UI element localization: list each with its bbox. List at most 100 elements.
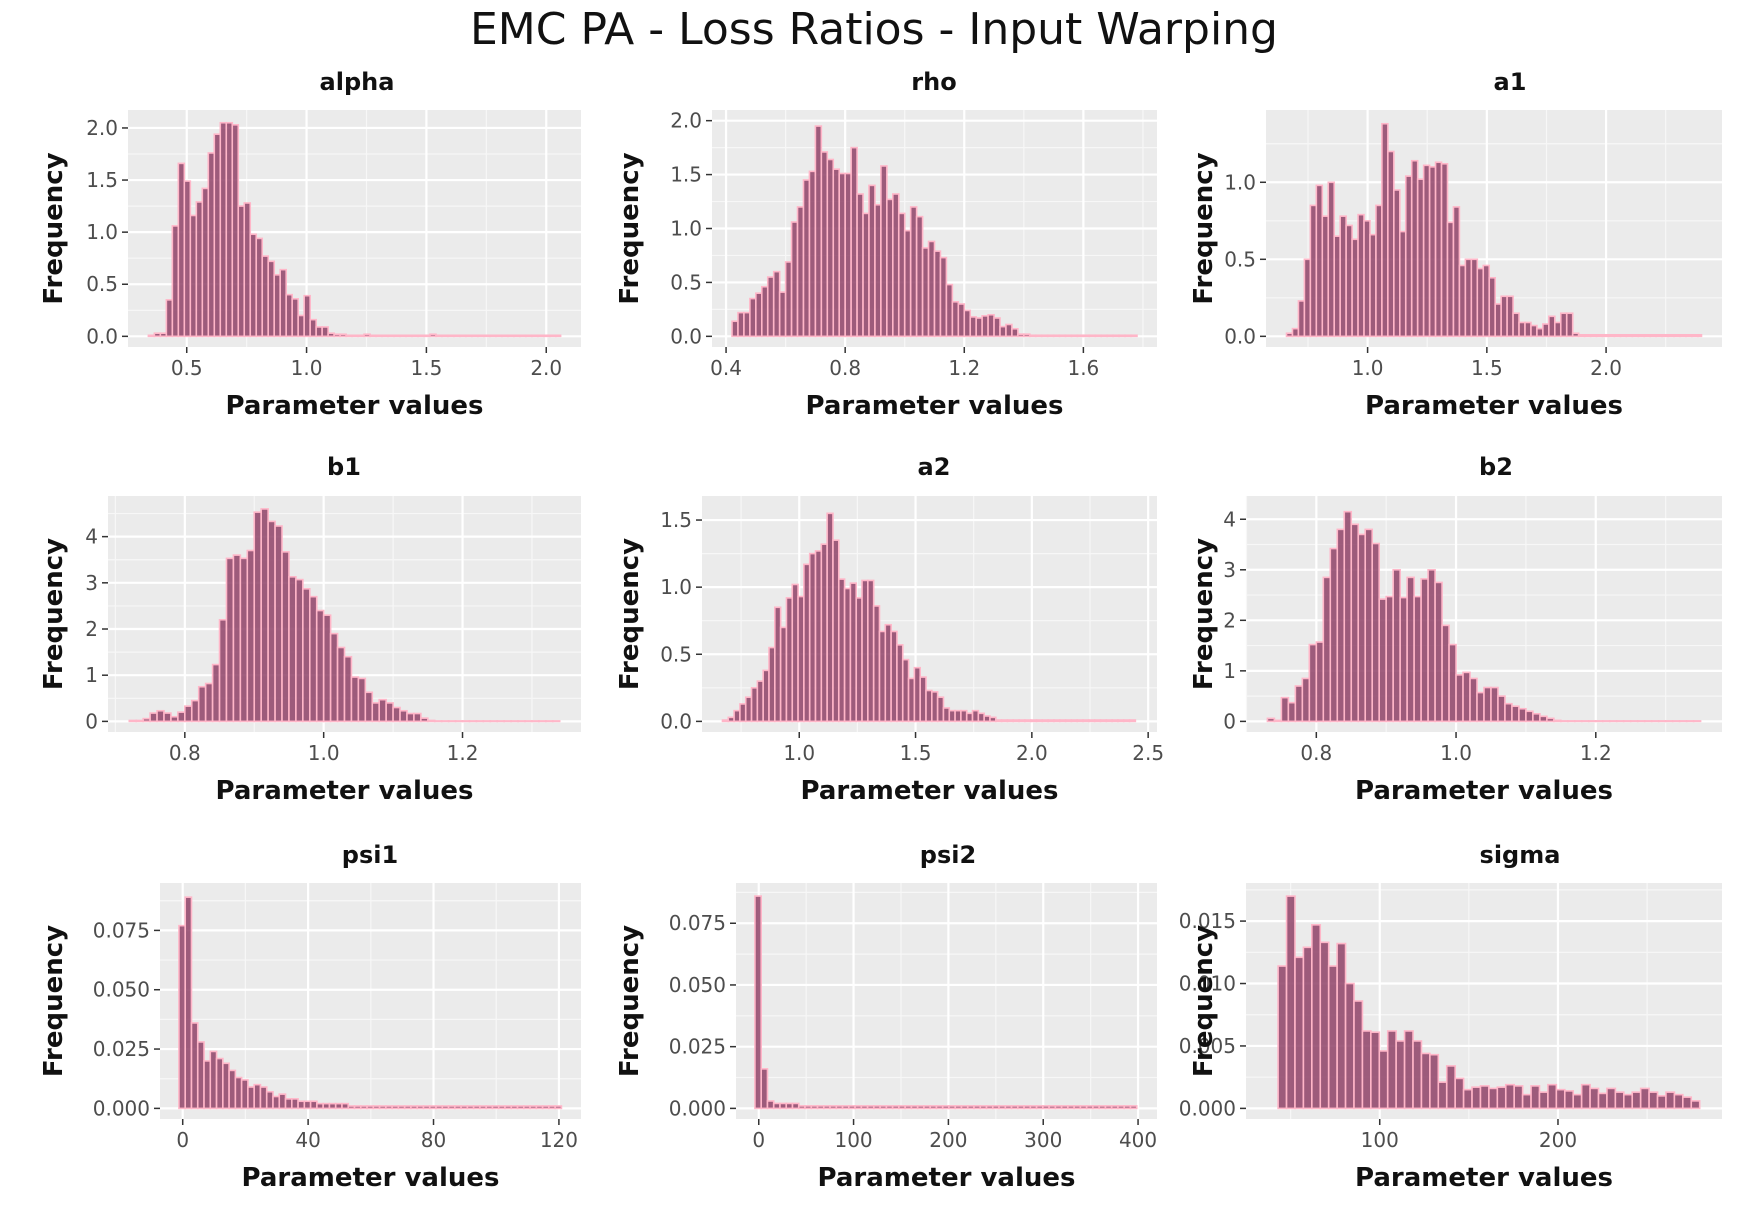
histogram-bar — [901, 658, 910, 723]
histogram-bar — [461, 720, 471, 723]
histogram-bar — [491, 1105, 500, 1110]
histogram-bar — [1378, 598, 1387, 723]
histogram-bar — [903, 229, 912, 338]
histogram-bar — [1128, 719, 1137, 723]
histogram-bar — [923, 1105, 931, 1110]
histogram-bar — [760, 1068, 769, 1110]
histogram-bar — [832, 539, 840, 723]
y-tick-label: 0.0 — [86, 324, 118, 348]
y-tick-label: 2 — [1223, 608, 1236, 632]
histogram-bar — [898, 1105, 906, 1110]
histogram-bar — [1110, 1105, 1119, 1110]
y-tick-label: 0.0 — [660, 709, 692, 733]
histogram-bar — [808, 552, 817, 723]
histogram-bar — [885, 1105, 894, 1110]
histogram-bar — [1555, 1088, 1566, 1110]
histogram-bar — [385, 702, 394, 723]
histogram-bar — [1574, 720, 1583, 723]
histogram-bar — [479, 1105, 487, 1110]
histogram-bar — [991, 1105, 1000, 1110]
histogram-bar — [503, 720, 512, 723]
histogram-bar — [1370, 1031, 1381, 1110]
histogram-bar — [1496, 1086, 1507, 1110]
histogram-bar — [1643, 333, 1652, 338]
histogram-bar — [1339, 215, 1347, 338]
histogram-bar — [405, 334, 413, 338]
histogram-bar — [1070, 334, 1079, 338]
histogram-bar — [1637, 333, 1646, 338]
y-axis-label: Frequency — [615, 925, 645, 1077]
histogram-bar — [945, 283, 954, 338]
y-tick-label: 0.5 — [670, 270, 702, 294]
y-tick-label: 0.5 — [1224, 247, 1256, 271]
histogram-bar — [994, 719, 1003, 723]
histogram-bar — [471, 334, 479, 338]
histogram-bar — [1035, 719, 1044, 723]
histogram-bar — [1117, 719, 1125, 723]
y-tick-label: 4 — [1223, 507, 1236, 531]
y-tick-label: 0.000 — [1179, 1096, 1236, 1120]
histogram-bar — [1034, 334, 1043, 338]
histogram-bar — [350, 676, 360, 723]
histogram-bar — [1387, 150, 1395, 338]
histogram-bar — [328, 1102, 337, 1110]
histogram-bar — [149, 712, 158, 723]
histogram-bar — [363, 333, 371, 338]
y-tick-label: 0.015 — [1179, 909, 1236, 933]
histogram-bar — [1665, 1091, 1676, 1110]
histogram-bar — [1291, 327, 1300, 338]
y-tick-label: 0.050 — [93, 978, 150, 1002]
histogram-bar — [1404, 175, 1413, 338]
histogram-bar — [1129, 1105, 1138, 1110]
histogram-bar — [1412, 1040, 1423, 1110]
histogram-bar — [519, 334, 527, 338]
histogram-bar — [1619, 333, 1628, 338]
histogram-bar — [1559, 312, 1568, 338]
histogram-bar — [260, 508, 269, 723]
histogram-bar — [942, 707, 951, 723]
histogram-bar — [844, 172, 852, 338]
histogram-bar — [1093, 719, 1102, 723]
x-tick-label: 400 — [1119, 1128, 1157, 1152]
histogram-bar — [1649, 333, 1657, 338]
histogram-bar — [744, 696, 753, 723]
histogram-bar — [541, 1105, 550, 1110]
histogram-bar — [321, 326, 329, 338]
histogram-bar — [1530, 1085, 1541, 1110]
histogram-bar — [739, 703, 747, 723]
histogram-bar — [279, 268, 287, 338]
histogram-bar — [441, 1105, 450, 1110]
histogram-bar — [1657, 720, 1667, 723]
panel-title: a1 — [1494, 68, 1527, 96]
y-tick-label: 1.0 — [660, 575, 692, 599]
histogram-bar — [240, 1079, 249, 1110]
histogram-bar — [513, 334, 521, 338]
histogram-bar — [975, 317, 983, 338]
histogram-bar — [985, 1105, 994, 1110]
histogram-bar — [791, 583, 799, 723]
histogram-bar — [814, 125, 823, 338]
histogram-bar — [1017, 1105, 1025, 1110]
histogram-bar — [1315, 184, 1324, 338]
histogram-bar — [733, 709, 741, 723]
histogram-bar — [156, 709, 165, 723]
histogram-bar — [261, 255, 270, 338]
histogram-bar — [1361, 1030, 1372, 1110]
histogram-bar — [1277, 965, 1288, 1110]
histogram-bar — [910, 1105, 919, 1110]
histogram-bar — [1273, 719, 1283, 723]
histogram-bar — [998, 1105, 1007, 1110]
histogram-bar — [237, 205, 246, 338]
histogram-bar — [1682, 1096, 1693, 1110]
histogram-bar — [1532, 713, 1541, 723]
histogram-bar — [897, 212, 906, 338]
histogram-bar — [1643, 720, 1653, 723]
histogram-bar — [1082, 334, 1091, 338]
histogram-bar — [171, 225, 180, 338]
histogram-bar — [1350, 523, 1360, 723]
y-tick-label: 1.5 — [660, 508, 692, 532]
histogram-bar — [291, 1098, 299, 1110]
histogram-bar — [1023, 333, 1031, 338]
histogram-bar — [297, 314, 305, 338]
